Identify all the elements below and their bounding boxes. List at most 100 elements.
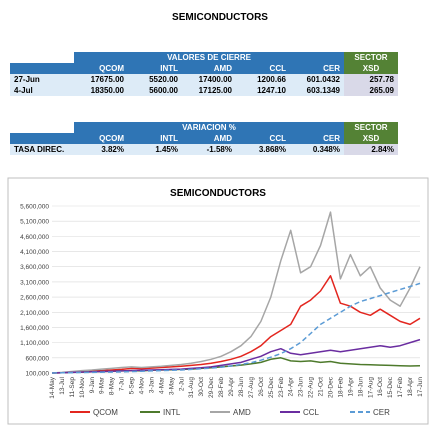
column-header: AMD xyxy=(182,133,236,144)
x-tick-label: 26-Oct xyxy=(258,377,265,397)
y-tick-label: 4,100,000 xyxy=(20,249,49,256)
column-header: INTL xyxy=(128,63,182,74)
column-header: QCOM xyxy=(74,133,128,144)
x-tick-label: 18-Apr xyxy=(407,376,414,396)
y-tick-label: 4,600,000 xyxy=(20,234,49,241)
x-tick-label: 25-Dec xyxy=(268,376,275,398)
table-cell: 265.09 xyxy=(344,85,398,96)
chart-title: SEMICONDUCTORS xyxy=(170,188,266,199)
column-header: CCL xyxy=(236,63,290,74)
series-line xyxy=(51,282,421,374)
x-tick-label: 17-Jun xyxy=(417,377,424,397)
x-tick-label: 8-May xyxy=(109,376,116,395)
column-header: CCL xyxy=(236,133,290,144)
y-tick-label: 1,600,000 xyxy=(20,325,49,332)
table-row: QCOM INTL AMD CCL CER XSD xyxy=(10,133,398,144)
x-tick-label: 17-Aug xyxy=(367,377,374,398)
x-tick-label: 14-May xyxy=(49,376,56,398)
x-tick-label: 23-Jun xyxy=(298,377,305,397)
y-tick-label: 2,600,000 xyxy=(20,295,49,302)
x-tick-label: 11-Sep xyxy=(69,377,76,398)
column-header: XSD xyxy=(344,133,398,144)
x-tick-label: 10-Nov xyxy=(79,376,86,398)
x-tick-label: 3-Jan xyxy=(148,377,155,394)
table-row: QCOM INTL AMD CCL CER XSD xyxy=(10,63,398,74)
series-line xyxy=(51,338,421,374)
table-cell: 1247.10 xyxy=(236,85,290,96)
table-cell: 3.82% xyxy=(74,144,128,155)
table-cell: 5520.00 xyxy=(128,74,182,85)
table-row: VALORES DE CIERRE SECTOR xyxy=(10,52,398,63)
group-header: VARIACION % xyxy=(74,122,344,133)
x-tick-label: 19-Apr xyxy=(347,376,354,396)
blank-cell xyxy=(10,63,74,74)
legend-label: AMD xyxy=(233,408,251,417)
x-tick-label: 2-Jul xyxy=(178,376,185,391)
table-row: VARIACION % SECTOR xyxy=(10,122,398,133)
table-row: 27-Jun 17675.00 5520.00 17400.00 1200.66 601.… xyxy=(10,74,398,85)
sector-header: SECTOR xyxy=(344,52,398,63)
x-tick-label: 18-Feb xyxy=(337,377,344,398)
y-tick-label: 1,100,000 xyxy=(20,340,49,347)
column-header: INTL xyxy=(128,133,182,144)
table-cell: 5600.00 xyxy=(128,85,182,96)
x-tick-label: 17-Feb xyxy=(397,377,404,398)
group-header: VALORES DE CIERRE xyxy=(74,52,344,63)
x-tick-label: 15-Dec xyxy=(387,376,394,398)
blank-cell xyxy=(10,133,74,144)
y-tick-label: 5,100,000 xyxy=(20,219,49,226)
variation-table: VARIACION % SECTOR QCOM INTL AMD CCL CER XSD TAS… xyxy=(10,122,398,155)
row-label: 27-Jun xyxy=(10,74,74,85)
x-tick-label: 28-Feb xyxy=(218,377,225,398)
sector-header: SECTOR xyxy=(344,122,398,133)
x-tick-label: 28-Jun xyxy=(238,377,245,397)
x-tick-label: 13-Jul xyxy=(59,376,66,394)
row-label: TASA DIREC. xyxy=(10,144,74,155)
table-cell: 2.84% xyxy=(344,144,398,155)
row-label: 4-Jul xyxy=(10,85,74,96)
legend-label: QCOM xyxy=(93,408,118,417)
x-tick-label: 29-Apr xyxy=(228,376,235,396)
table-cell: 17125.00 xyxy=(182,85,236,96)
series-line xyxy=(51,275,421,374)
table-cell: 601.0432 xyxy=(290,74,344,85)
y-tick-label: 600,000 xyxy=(26,355,50,362)
table-cell: 1.45% xyxy=(128,144,182,155)
column-header: XSD xyxy=(344,63,398,74)
table-cell: 0.348% xyxy=(290,144,344,155)
x-tick-label: 29-Dec xyxy=(208,376,215,398)
closing-table: VALORES DE CIERRE SECTOR QCOM INTL AMD CCL CER… xyxy=(10,52,398,96)
table-cell: 18350.00 xyxy=(74,85,128,96)
chart-frame xyxy=(7,177,429,425)
column-header: CER xyxy=(290,63,344,74)
x-tick-label: 30-Oct xyxy=(198,377,205,397)
table-cell: 257.78 xyxy=(344,74,398,85)
x-tick-label: 24-Apr xyxy=(288,376,295,396)
x-tick-label: 9-Jan xyxy=(89,377,96,394)
x-tick-label: 23-Feb xyxy=(278,377,285,398)
y-tick-label: 100,000 xyxy=(26,371,50,378)
legend-label: INTL xyxy=(163,408,181,417)
column-header: CER xyxy=(290,133,344,144)
x-tick-label: 31-Aug xyxy=(188,377,195,398)
x-tick-label: 16-Oct xyxy=(377,377,384,397)
x-tick-label: 27-Aug xyxy=(248,377,255,398)
legend-label: CCL xyxy=(303,408,320,417)
table-cell: 603.1349 xyxy=(290,85,344,96)
y-tick-label: 3,100,000 xyxy=(20,279,49,286)
column-header: QCOM xyxy=(74,63,128,74)
table-cell: 17400.00 xyxy=(182,74,236,85)
x-tick-label: 7-Jul xyxy=(119,376,126,391)
table-row: TASA DIREC. 3.82% 1.45% -1.58% 3.868% 0.348% 2… xyxy=(10,144,398,155)
x-tick-label: 18-Jun xyxy=(357,377,364,397)
legend-label: CER xyxy=(373,408,390,417)
table-cell: 17675.00 xyxy=(74,74,128,85)
x-tick-label: 4-Mar xyxy=(158,376,165,394)
table-cell: 3.868% xyxy=(236,144,290,155)
table-cell: 1200.66 xyxy=(236,74,290,85)
x-tick-label: 4-Nov xyxy=(139,376,146,394)
series-line xyxy=(51,211,421,374)
column-header: AMD xyxy=(182,63,236,74)
